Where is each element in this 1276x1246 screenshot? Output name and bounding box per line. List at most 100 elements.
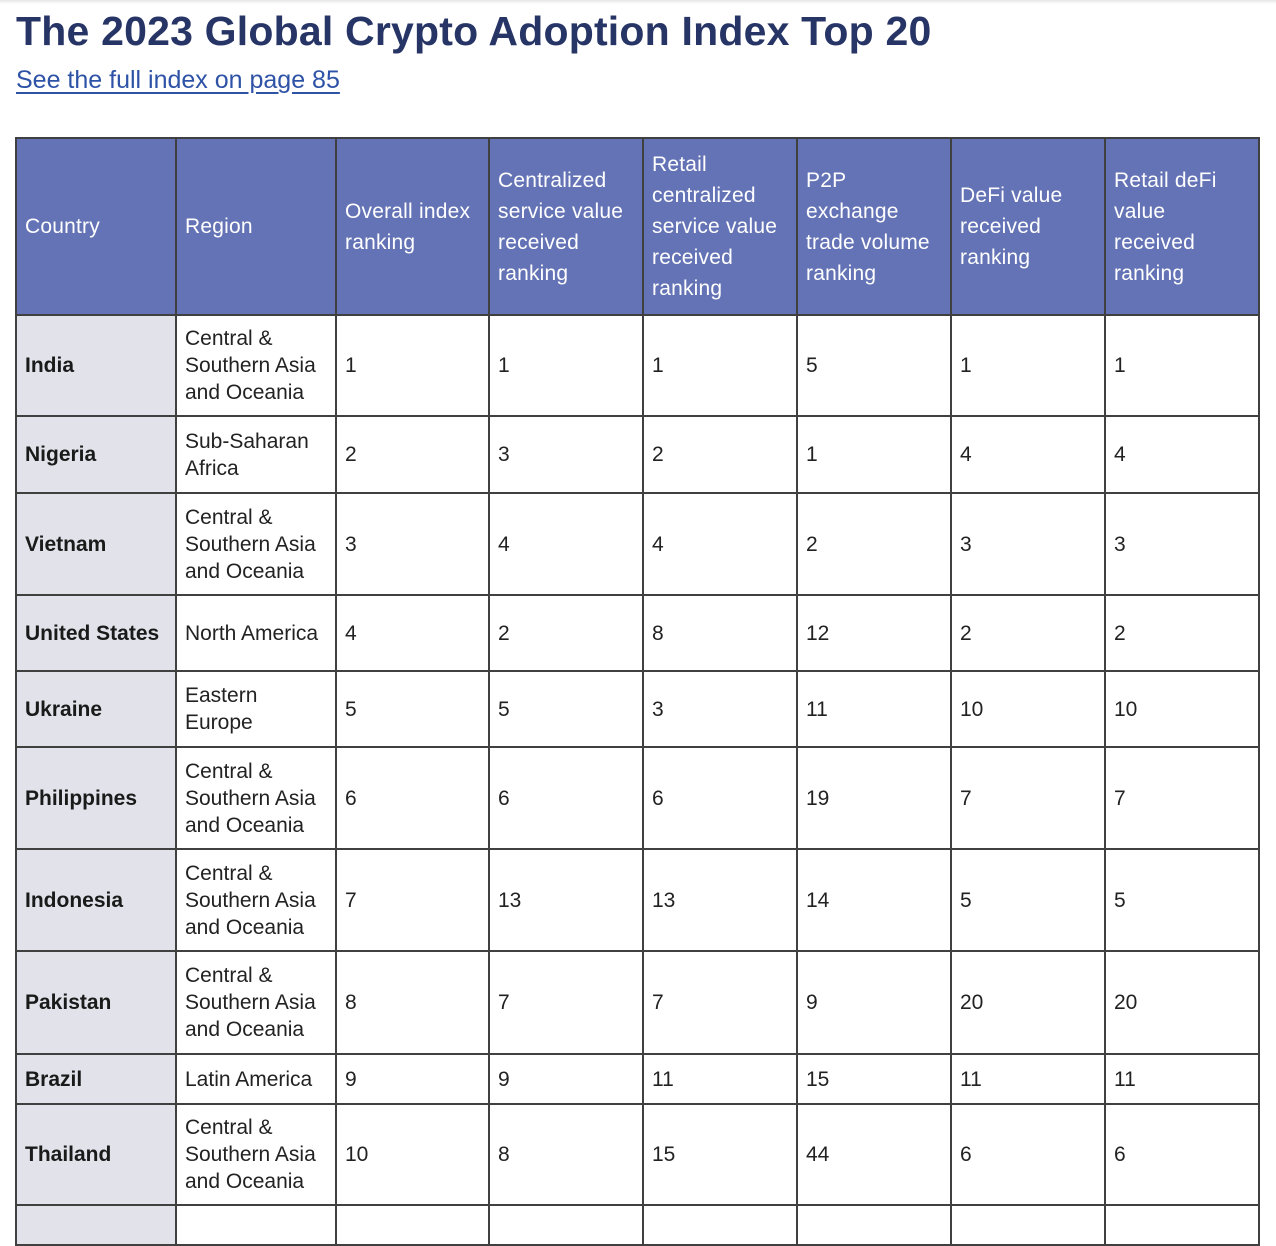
- region-cell: Central & Southern Asia and Oceania: [175, 848, 337, 952]
- retail-defi-cell: 7: [1104, 746, 1260, 850]
- country-cell: United States: [15, 594, 177, 672]
- region-cell: Central & Southern Asia and Oceania: [175, 314, 337, 417]
- centralized-cell: 8: [488, 1103, 644, 1206]
- table-row: Brazil Latin America 9 9 11 15 11 11: [15, 1053, 1260, 1105]
- retail-centralized-cell: 7: [642, 950, 798, 1055]
- retail-defi-cell: 5: [1104, 848, 1260, 952]
- defi-cell: 11: [950, 1053, 1106, 1105]
- retail-defi-cell: 4: [1104, 415, 1260, 494]
- defi-cell: 10: [950, 670, 1106, 748]
- table-row: United States North America 4 2 8 12 2 2: [15, 594, 1260, 672]
- overall-cell: [335, 1204, 490, 1246]
- centralized-cell: 6: [488, 746, 644, 850]
- region-cell: Sub-Saharan Africa: [175, 415, 337, 494]
- retail-centralized-cell: 15: [642, 1103, 798, 1206]
- table-row: Nigeria Sub-Saharan Africa 2 3 2 1 4 4: [15, 415, 1260, 494]
- header-region: Region: [175, 137, 337, 316]
- country-cell: India: [15, 314, 177, 417]
- p2p-cell: 44: [796, 1103, 952, 1206]
- p2p-cell: 12: [796, 594, 952, 672]
- table-row: Pakistan Central & Southern Asia and Oce…: [15, 950, 1260, 1055]
- country-cell: Brazil: [15, 1053, 177, 1105]
- region-cell: [175, 1204, 337, 1246]
- header-country: Country: [15, 137, 177, 316]
- full-index-link[interactable]: See the full index on page 85: [16, 66, 340, 94]
- header-centralized-ranking: Centralized service value received ranki…: [488, 137, 644, 316]
- overall-cell: 10: [335, 1103, 490, 1206]
- centralized-cell: 1: [488, 314, 644, 417]
- retail-defi-cell: [1104, 1204, 1260, 1246]
- country-cell: Pakistan: [15, 950, 177, 1055]
- header-retail-defi-ranking: Retail deFi value received ranking: [1104, 137, 1260, 316]
- defi-cell: 3: [950, 492, 1106, 596]
- defi-cell: 7: [950, 746, 1106, 850]
- table-row: Ukraine Eastern Europe 5 5 3 11 10 10: [15, 670, 1260, 748]
- region-cell: Eastern Europe: [175, 670, 337, 748]
- table-row: Philippines Central & Southern Asia and …: [15, 746, 1260, 850]
- header-retail-centralized-ranking: Retail centralized service value receive…: [642, 137, 798, 316]
- country-cell: Philippines: [15, 746, 177, 850]
- retail-defi-cell: 11: [1104, 1053, 1260, 1105]
- region-cell: Central & Southern Asia and Oceania: [175, 746, 337, 850]
- centralized-cell: 13: [488, 848, 644, 952]
- overall-cell: 6: [335, 746, 490, 850]
- retail-centralized-cell: 4: [642, 492, 798, 596]
- country-cell: Ukraine: [15, 670, 177, 748]
- header-row: Country Region Overall index ranking Cen…: [15, 137, 1260, 316]
- defi-cell: 2: [950, 594, 1106, 672]
- p2p-cell: 5: [796, 314, 952, 417]
- overall-cell: 4: [335, 594, 490, 672]
- page-title: The 2023 Global Crypto Adoption Index To…: [16, 8, 932, 54]
- region-cell: North America: [175, 594, 337, 672]
- p2p-cell: 11: [796, 670, 952, 748]
- retail-centralized-cell: 6: [642, 746, 798, 850]
- centralized-cell: [488, 1204, 644, 1246]
- p2p-cell: 9: [796, 950, 952, 1055]
- retail-centralized-cell: 8: [642, 594, 798, 672]
- retail-centralized-cell: 1: [642, 314, 798, 417]
- region-cell: Latin America: [175, 1053, 337, 1105]
- country-cell: Thailand: [15, 1103, 177, 1206]
- p2p-cell: 15: [796, 1053, 952, 1105]
- region-cell: Central & Southern Asia and Oceania: [175, 1103, 337, 1206]
- retail-centralized-cell: 2: [642, 415, 798, 494]
- header-defi-ranking: DeFi value received ranking: [950, 137, 1106, 316]
- centralized-cell: 3: [488, 415, 644, 494]
- retail-defi-cell: 1: [1104, 314, 1260, 417]
- top-shade: [0, 0, 1276, 4]
- table-row: Thailand Central & Southern Asia and Oce…: [15, 1103, 1260, 1206]
- retail-centralized-cell: 13: [642, 848, 798, 952]
- centralized-cell: 9: [488, 1053, 644, 1105]
- retail-defi-cell: 6: [1104, 1103, 1260, 1206]
- centralized-cell: 7: [488, 950, 644, 1055]
- overall-cell: 3: [335, 492, 490, 596]
- centralized-cell: 2: [488, 594, 644, 672]
- overall-cell: 7: [335, 848, 490, 952]
- p2p-cell: 1: [796, 415, 952, 494]
- defi-cell: 20: [950, 950, 1106, 1055]
- defi-cell: 6: [950, 1103, 1106, 1206]
- table-container: Country Region Overall index ranking Cen…: [15, 137, 1260, 1246]
- retail-defi-cell: 20: [1104, 950, 1260, 1055]
- table-row: Vietnam Central & Southern Asia and Ocea…: [15, 492, 1260, 596]
- retail-defi-cell: 2: [1104, 594, 1260, 672]
- table-row: India Central & Southern Asia and Oceani…: [15, 314, 1260, 417]
- country-cell: Indonesia: [15, 848, 177, 952]
- centralized-cell: 5: [488, 670, 644, 748]
- region-cell: Central & Southern Asia and Oceania: [175, 950, 337, 1055]
- retail-centralized-cell: 3: [642, 670, 798, 748]
- defi-cell: [950, 1204, 1106, 1246]
- retail-defi-cell: 10: [1104, 670, 1260, 748]
- p2p-cell: 2: [796, 492, 952, 596]
- p2p-cell: 14: [796, 848, 952, 952]
- overall-cell: 5: [335, 670, 490, 748]
- header-overall-ranking: Overall index ranking: [335, 137, 490, 316]
- country-cell: Vietnam: [15, 492, 177, 596]
- overall-cell: 9: [335, 1053, 490, 1105]
- country-cell: [15, 1204, 177, 1246]
- defi-cell: 4: [950, 415, 1106, 494]
- retail-centralized-cell: [642, 1204, 798, 1246]
- region-cell: Central & Southern Asia and Oceania: [175, 492, 337, 596]
- p2p-cell: 19: [796, 746, 952, 850]
- centralized-cell: 4: [488, 492, 644, 596]
